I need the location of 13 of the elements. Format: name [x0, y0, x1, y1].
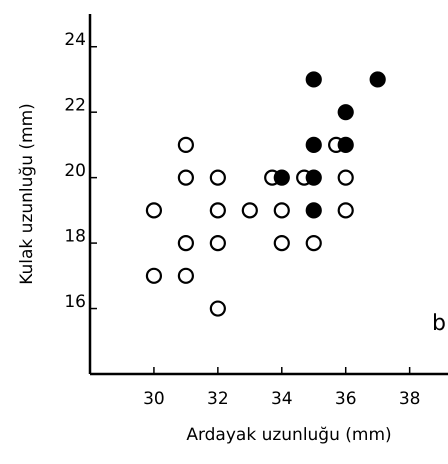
- x-tick-label: 30: [143, 389, 165, 409]
- y-tick-label: 16: [64, 292, 86, 312]
- x-tick-label: 36: [334, 389, 357, 409]
- x-axis-title: Ardayak uzunluğu (mm): [186, 425, 392, 445]
- annotation: b: [432, 311, 446, 336]
- y-tick-label: 24: [64, 30, 86, 50]
- x-tick-label: 34: [270, 389, 293, 409]
- y-tick-label: 22: [64, 95, 86, 116]
- y-tick-label: 18: [64, 226, 86, 246]
- x-tick-label: 32: [207, 389, 229, 409]
- y-tick-label: 20: [64, 160, 86, 181]
- y-axis-title: Kulak uzunluğu (mm): [17, 103, 37, 285]
- x-tick-label: 38: [398, 389, 420, 409]
